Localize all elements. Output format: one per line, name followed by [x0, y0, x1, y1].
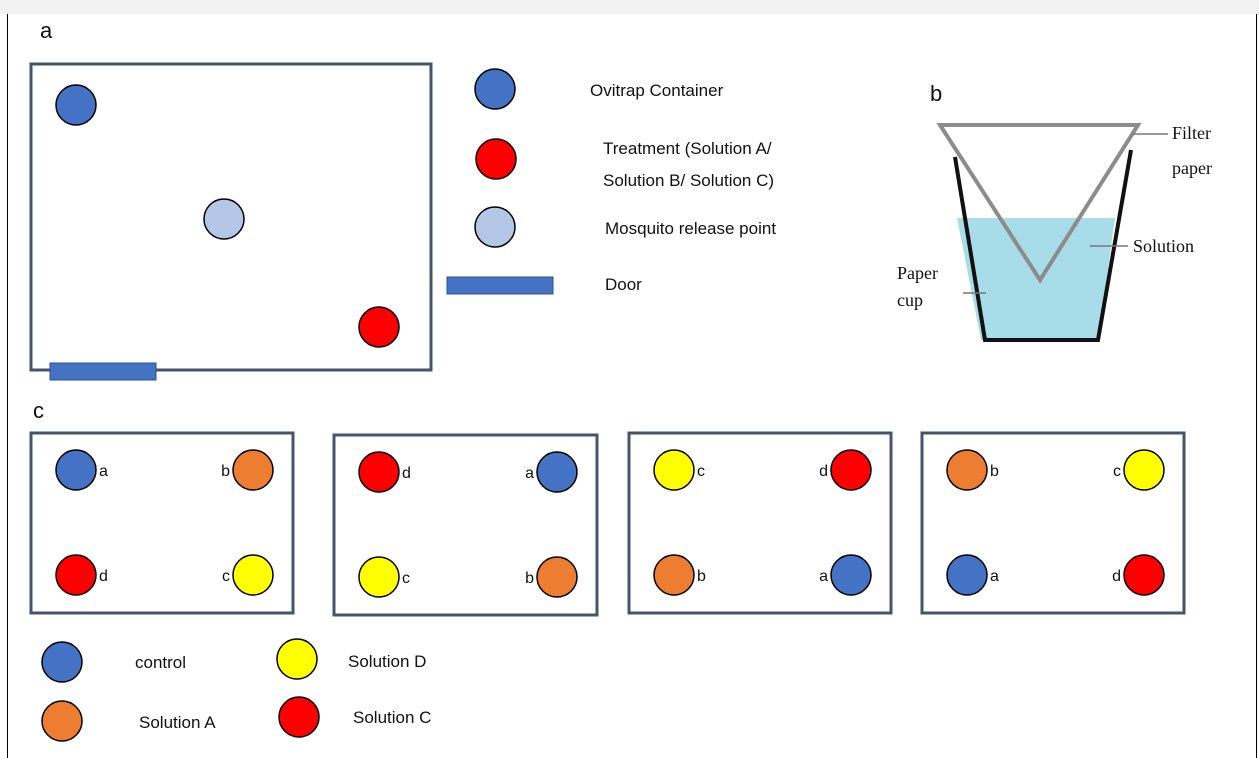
ovitrap-circle-d — [830, 449, 872, 491]
ovitrap-circle-c — [1123, 449, 1165, 491]
solution-label: Solution — [1133, 236, 1194, 256]
solution-fill — [957, 218, 1115, 340]
ovitrap-letter-c: c — [697, 463, 705, 480]
legend-solution-c-label: Solution C — [353, 708, 431, 727]
filter-label-1: Filter — [1172, 123, 1211, 143]
legend-solution-a-label: Solution A — [139, 713, 216, 732]
legend-ovitrap-label: Ovitrap Container — [590, 81, 724, 100]
layout-boxes: a b d c d a c b c d b a b c a d — [29, 431, 1186, 617]
frame-right-border — [1256, 14, 1257, 758]
ovitrap-circle-a — [946, 554, 988, 596]
filter-label-2: paper — [1172, 158, 1212, 178]
cup-label-2: cup — [897, 290, 923, 310]
layout-box — [29, 431, 295, 615]
panel-b-label: b — [930, 81, 942, 106]
filter-paper-cone — [936, 123, 1142, 284]
ovitrap-circle-a — [830, 554, 872, 596]
ovitrap-circle-a — [55, 449, 97, 491]
ovitrap-circle-b — [232, 449, 274, 491]
ovitrap-letter-a: a — [525, 465, 534, 482]
ovitrap-circle-d — [358, 451, 400, 493]
layout-box — [332, 433, 599, 617]
legend-door-label: Door — [605, 275, 642, 294]
cup-label-1: Paper — [897, 263, 938, 283]
release-point-circle — [203, 198, 245, 240]
panel-c-label: c — [33, 398, 44, 423]
room-door — [49, 362, 157, 381]
layout-box — [920, 431, 1186, 615]
ovitrap-circle-d — [1123, 554, 1165, 596]
legend-solution-c-icon — [278, 696, 320, 738]
layout-box — [627, 431, 893, 615]
legend-solution-d-icon — [276, 638, 318, 680]
ovitrap-circle-b — [536, 556, 578, 598]
panel-a-label: a — [40, 18, 53, 43]
ovitrap-circle-b — [946, 449, 988, 491]
legend-release-icon — [474, 206, 516, 248]
ovitrap-letter-d: d — [402, 465, 411, 482]
legend-door-icon — [446, 276, 554, 295]
ovitrap-letter-d: d — [1112, 568, 1121, 585]
ovitrap-letter-a: a — [819, 568, 828, 585]
legend-solution-a-icon — [41, 700, 83, 742]
top-bar — [0, 0, 1259, 14]
ovitrap-letter-b: b — [990, 463, 999, 480]
ovitrap-letter-c: c — [1113, 463, 1121, 480]
ovitrap-circle-a — [536, 451, 578, 493]
legend-ovitrap-icon — [474, 68, 516, 110]
ovitrap-container-circle — [55, 84, 97, 126]
legend-treatment-label-2: Solution B/ Solution C) — [603, 171, 774, 190]
room-box — [29, 62, 433, 372]
paper-cup-illustration — [936, 123, 1168, 342]
ovitrap-circle-b — [653, 554, 695, 596]
legend-control-icon — [41, 641, 83, 683]
ovitrap-circle-c — [358, 556, 400, 598]
legend-treatment-label-1: Treatment (Solution A/ — [603, 139, 772, 158]
ovitrap-letter-b: b — [697, 568, 706, 585]
ovitrap-circle-d — [55, 554, 97, 596]
ovitrap-letter-d: d — [99, 568, 108, 585]
legend-solution-d-label: Solution D — [348, 652, 426, 671]
ovitrap-letter-c: c — [222, 568, 230, 585]
legend-control-label: control — [135, 653, 186, 672]
cup-outline — [953, 149, 1133, 342]
treatment-circle — [358, 306, 400, 348]
ovitrap-letter-a: a — [99, 463, 108, 480]
ovitrap-letter-b: b — [221, 463, 230, 480]
ovitrap-letter-a: a — [990, 568, 999, 585]
ovitrap-circle-c — [653, 449, 695, 491]
ovitrap-letter-c: c — [402, 570, 410, 587]
ovitrap-letter-d: d — [819, 463, 828, 480]
ovitrap-circle-c — [232, 554, 274, 596]
legend-release-label: Mosquito release point — [605, 219, 776, 238]
ovitrap-letter-b: b — [525, 570, 534, 587]
legend-treatment-icon — [475, 138, 517, 180]
frame-left-border — [7, 14, 8, 758]
